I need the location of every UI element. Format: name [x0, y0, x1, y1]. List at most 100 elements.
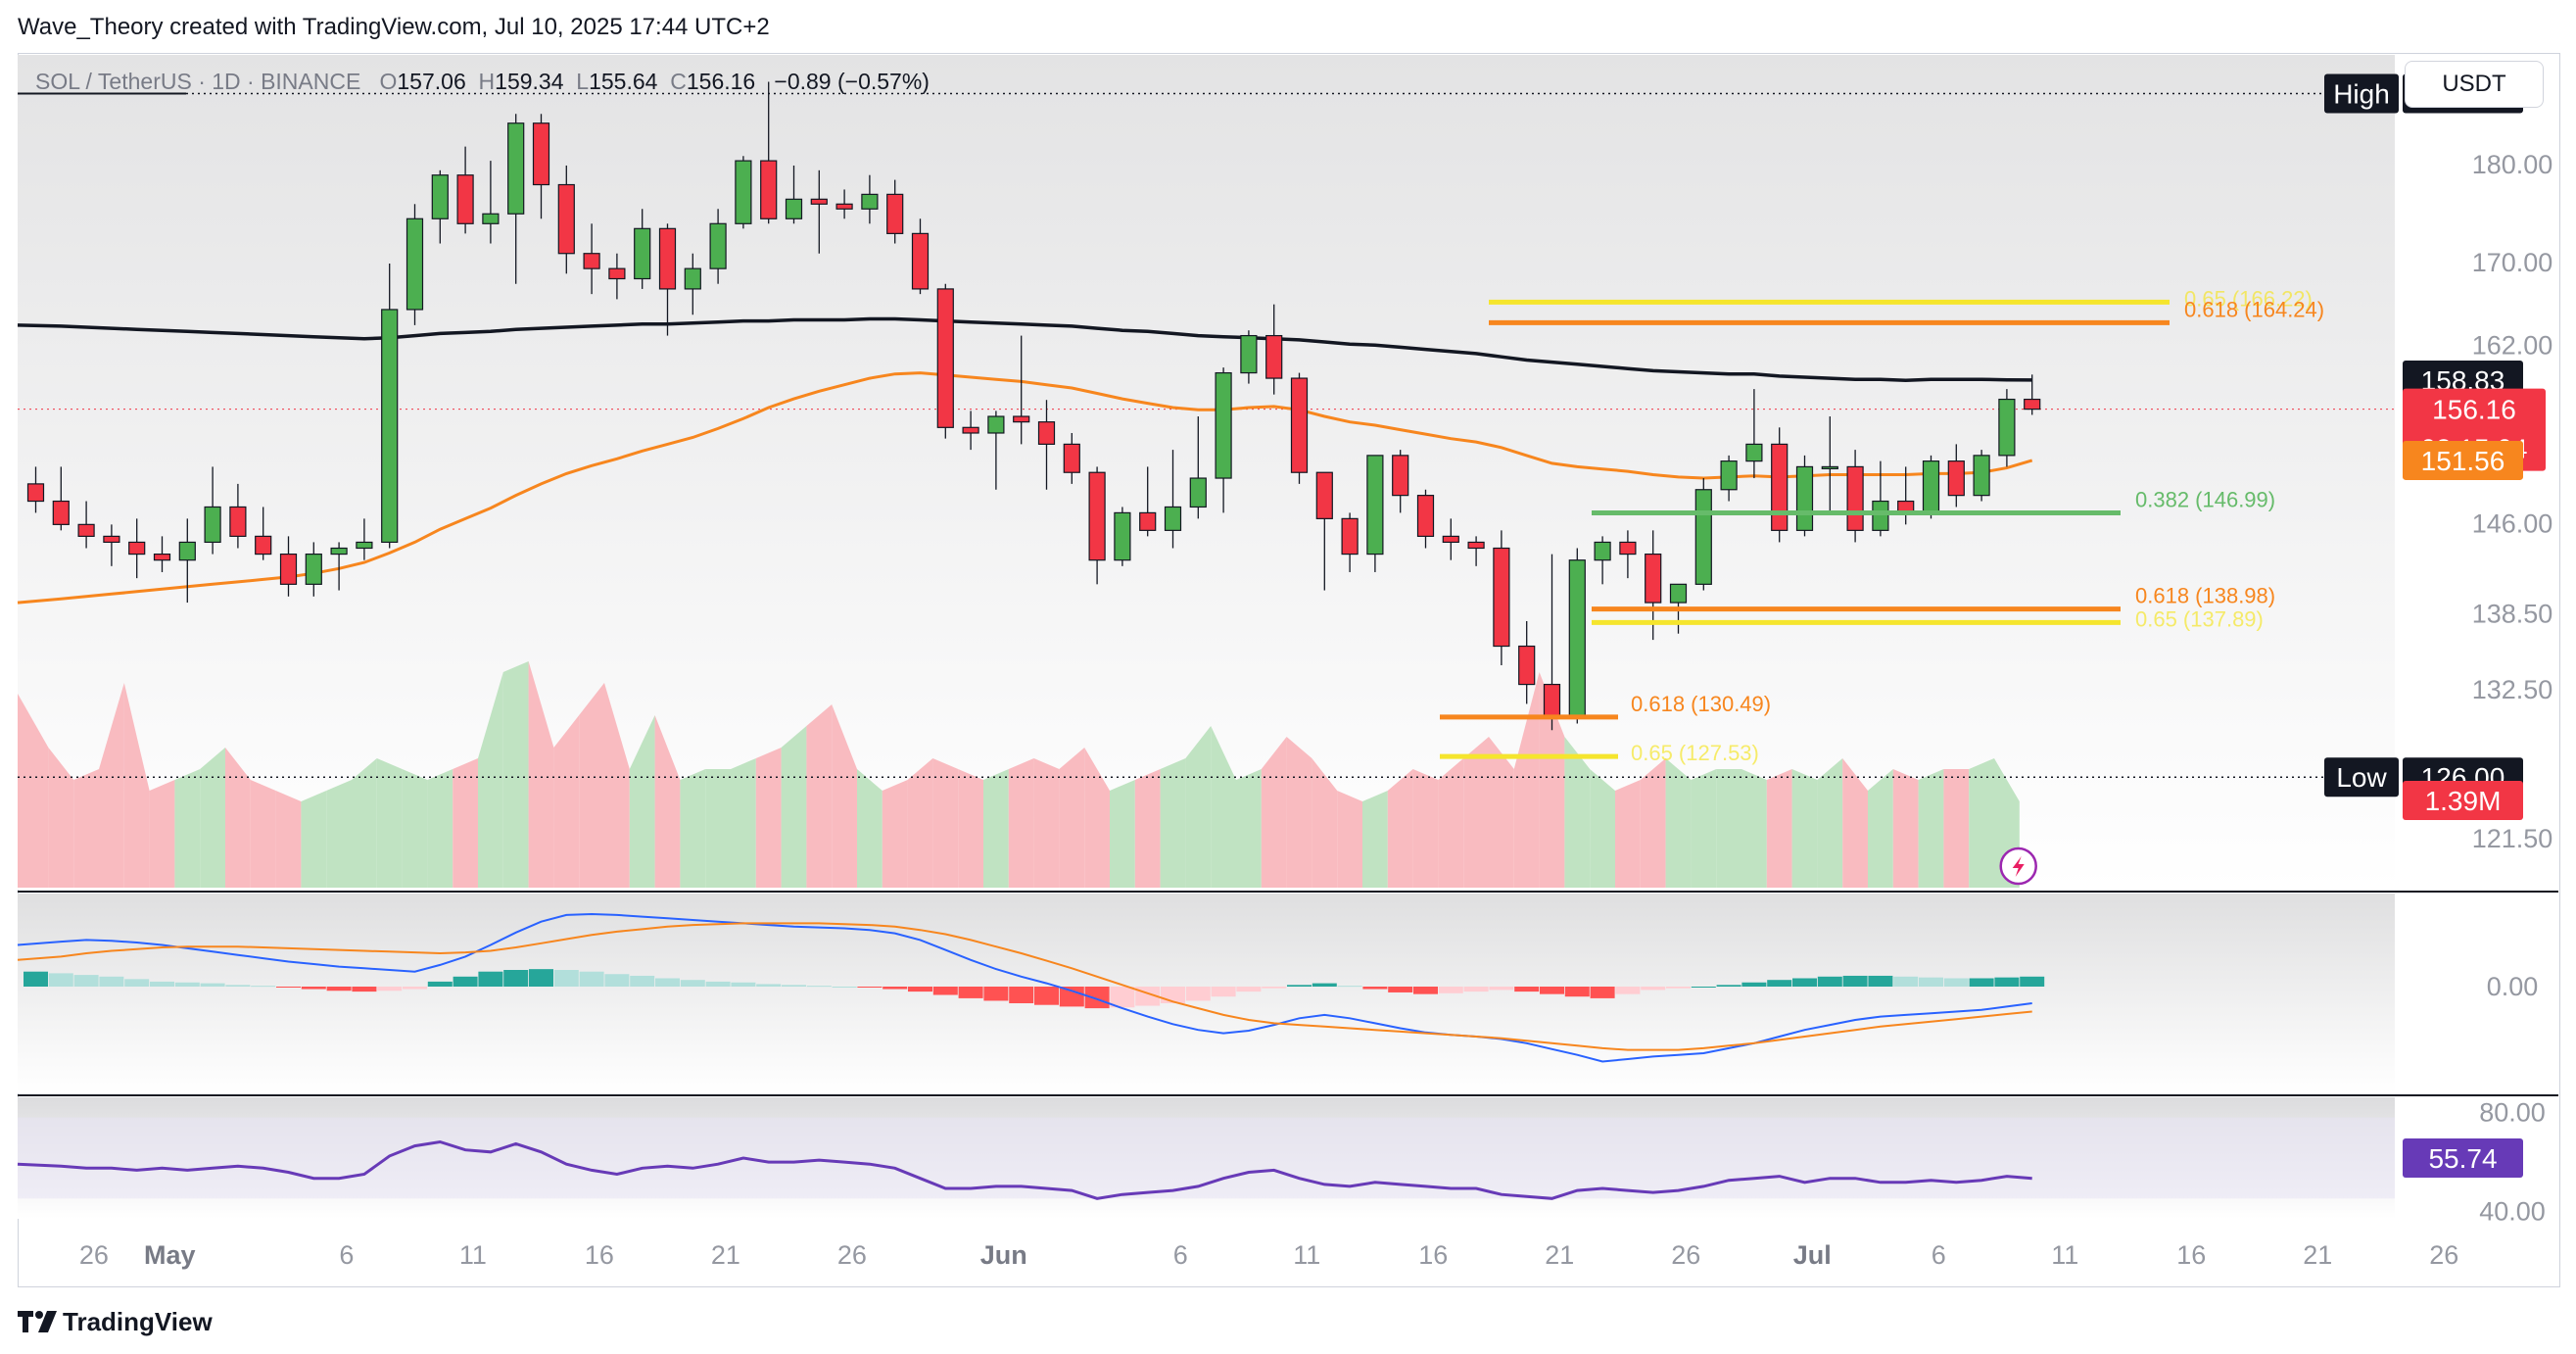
macd-histogram-bar	[73, 975, 99, 987]
volume-area-segment	[857, 769, 883, 888]
macd-histogram-bar	[529, 969, 553, 987]
x-axis-tick-label: 6	[1173, 1240, 1188, 1270]
macd-histogram-bar	[731, 982, 756, 987]
candle-body	[936, 288, 954, 428]
low-value: 155.64	[589, 69, 658, 94]
macd-histogram-bar	[1489, 987, 1514, 991]
macd-histogram-bar	[1767, 980, 1792, 987]
x-axis-tick-label: 26	[837, 1240, 867, 1270]
symbol-name[interactable]: SOL / TetherUS · 1D · BINANCE	[35, 69, 361, 94]
macd-histogram-bar	[1262, 987, 1287, 989]
macd-histogram-bar	[782, 985, 806, 987]
macd-histogram-bar	[1362, 987, 1388, 990]
candle-body	[785, 198, 803, 219]
macd-histogram-bar	[24, 971, 48, 987]
fib-level-label: 0.618 (138.98)	[2135, 584, 2275, 608]
macd-histogram-bar	[604, 974, 630, 987]
macd-histogram-bar	[655, 978, 680, 987]
volume-area-segment	[1766, 769, 1792, 888]
volume-value-label: 1.39M	[2425, 786, 2502, 816]
candle-body	[532, 122, 550, 186]
macd-histogram-bar	[1463, 987, 1489, 992]
y-axis-tick-label: 138.50	[2472, 600, 2553, 629]
macd-histogram-bar	[453, 976, 478, 987]
macd-histogram-bar	[99, 976, 124, 987]
volume-area-segment	[1412, 769, 1439, 888]
candle-body	[1543, 683, 1561, 718]
volume-area-segment	[1868, 769, 1893, 888]
symbol-legend: SOL / TetherUS · 1D · BINANCE O157.06 H1…	[35, 69, 930, 95]
candle-body	[684, 267, 701, 290]
long-ema-line	[17, 316, 2032, 383]
candle-body	[1290, 377, 1309, 473]
volume-area-segment	[326, 780, 352, 888]
macd-histogram-bar	[48, 973, 73, 987]
open-label: O	[379, 69, 398, 94]
macd-histogram-bar	[1615, 987, 1641, 994]
candle-body	[1518, 645, 1536, 686]
macd-histogram-bar	[1287, 985, 1312, 987]
candle-body	[431, 174, 449, 219]
volume-area-segment	[1842, 758, 1868, 888]
macd-histogram-bar	[1388, 987, 1413, 992]
macd-histogram-bar	[883, 987, 908, 990]
candle-body	[1795, 465, 1814, 531]
volume-area-segment	[1084, 748, 1110, 888]
x-axis-tick-label: 11	[1293, 1240, 1320, 1270]
volume-area-segment	[528, 661, 554, 888]
macd-histogram-bar	[326, 987, 352, 991]
candle-body	[1088, 471, 1106, 561]
macd-histogram-bar	[1691, 987, 1716, 988]
macd-histogram-bar	[1842, 975, 1868, 987]
candle-body	[1821, 465, 1838, 470]
candle-body	[1139, 511, 1157, 531]
candle-body	[1416, 495, 1435, 537]
volume-area-segment	[1236, 769, 1262, 888]
candle-body	[1568, 559, 1586, 718]
ema-short-price-label-bg	[2403, 440, 2523, 480]
x-axis-tick-label: 26	[1671, 1240, 1700, 1270]
volume-area-segment	[1590, 769, 1615, 888]
candle-body	[1189, 477, 1207, 508]
volume-area-segment	[958, 769, 983, 888]
volume-value-label-bg	[2403, 780, 2523, 820]
volume-area-segment	[149, 780, 175, 888]
volume-area-segment	[1716, 769, 1741, 888]
volume-area-segment	[1008, 758, 1034, 888]
macd-histogram-bar	[908, 987, 932, 992]
volume-area-segment	[301, 791, 327, 888]
volume-area-segment	[453, 758, 478, 888]
x-axis-tick-label: 26	[79, 1240, 109, 1270]
candle-body	[1215, 371, 1232, 479]
close-value: 156.16	[686, 69, 756, 94]
candle-body	[405, 218, 424, 311]
candle-body	[456, 174, 474, 224]
volume-area-segment	[502, 661, 529, 888]
high-tag-label: High	[2333, 79, 2390, 110]
volume-area-segment	[18, 694, 49, 888]
fib-level-label: 0.382 (146.99)	[2135, 488, 2275, 512]
candle-body	[1392, 455, 1409, 497]
candle-body	[52, 500, 70, 525]
currency-button[interactable]: USDT	[2405, 61, 2544, 108]
fib-level-label: 0.65 (137.89)	[2135, 606, 2264, 631]
fib-level-label: 0.618 (164.24)	[2184, 297, 2324, 321]
volume-area-segment	[806, 704, 833, 888]
change-value: −0.89 (−0.57%)	[774, 69, 930, 94]
y-axis-tick-label: 132.50	[2472, 675, 2553, 704]
x-axis-tick-label: 6	[339, 1240, 354, 1270]
macd-histogram-bar	[503, 970, 529, 987]
low-label: L	[576, 69, 590, 94]
candle-body	[1341, 517, 1359, 556]
rsi-axis-tick-label: 40.00	[2479, 1196, 2546, 1226]
rsi-value-label: 55.74	[2428, 1143, 2497, 1174]
macd-histogram-bar	[1741, 982, 1767, 987]
candle-body	[1771, 443, 1789, 531]
candle-body	[1669, 583, 1688, 604]
macd-histogram-bar	[806, 986, 832, 988]
macd-histogram-bar	[251, 986, 276, 988]
volume-area-segment	[832, 704, 857, 888]
macd-histogram-bar	[1514, 987, 1540, 992]
volume-area-segment	[250, 780, 276, 888]
